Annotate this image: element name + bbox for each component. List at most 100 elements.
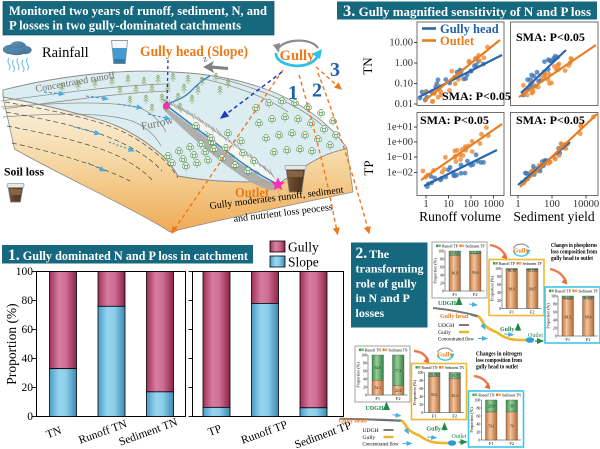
svg-text:F1: F1 <box>432 413 437 418</box>
svg-text:Sediment TN: Sediment TN <box>389 347 409 352</box>
svg-text:80: 80 <box>553 302 557 306</box>
svg-text:Outlet: Outlet <box>452 434 467 440</box>
svg-text:99.6: 99.6 <box>472 271 478 275</box>
svg-text:TN: TN <box>45 424 64 441</box>
svg-text:UDGH: UDGH <box>438 323 454 329</box>
svg-text:99.4: 99.4 <box>585 316 591 320</box>
svg-text:80: 80 <box>477 406 481 410</box>
svg-text:1000: 1000 <box>483 199 504 210</box>
svg-text:40: 40 <box>363 377 367 381</box>
svg-text:Rainfall: Rainfall <box>42 45 89 61</box>
svg-text:Sediment TP: Sediment TP <box>523 261 542 266</box>
svg-text:UDGH: UDGH <box>366 406 384 412</box>
svg-text:P losses in two gully-dominate: P losses in two gully-dominated catchmen… <box>9 19 241 33</box>
svg-text:60: 60 <box>22 324 34 336</box>
svg-text:Outlet: Outlet <box>440 34 475 48</box>
svg-text:0.01: 0.01 <box>395 99 413 110</box>
svg-text:64.9: 64.9 <box>375 366 381 370</box>
svg-text:0: 0 <box>478 438 480 442</box>
svg-text:Slope: Slope <box>288 255 319 270</box>
svg-text:1e+00: 1e+00 <box>387 137 413 148</box>
svg-text:Gully: Gully <box>363 435 376 441</box>
svg-text:SMA: P<0.05: SMA: P<0.05 <box>516 30 585 44</box>
svg-text:Concentrated flow: Concentrated flow <box>363 441 400 448</box>
svg-text:100.7: 100.7 <box>528 288 536 292</box>
svg-text:TP: TP <box>361 160 376 175</box>
svg-text:0.10: 0.10 <box>395 79 413 90</box>
svg-text:Proportion (%): Proportion (%) <box>356 362 361 388</box>
svg-text:SMA: P<0.05: SMA: P<0.05 <box>442 89 511 103</box>
svg-text:1e+01: 1e+01 <box>387 122 413 133</box>
svg-text:Concentrated flow: Concentrated flow <box>438 336 475 343</box>
svg-text:96.9: 96.9 <box>452 272 458 276</box>
svg-text:Gully head: Gully head <box>440 314 469 320</box>
svg-text:99.3: 99.3 <box>565 316 571 320</box>
svg-text:20: 20 <box>497 299 501 303</box>
svg-text:0: 0 <box>442 289 444 293</box>
svg-text:Gully: Gully <box>513 247 529 254</box>
svg-text:96.10: 96.10 <box>508 269 516 273</box>
svg-text:Gully: Gully <box>437 351 453 358</box>
svg-text:Sediment TP: Sediment TP <box>579 288 598 293</box>
svg-text:54.1: 54.1 <box>375 386 381 390</box>
svg-text:0.4: 0.4 <box>473 252 478 256</box>
svg-text:100: 100 <box>463 199 479 210</box>
svg-text:Gully: Gully <box>288 240 319 255</box>
svg-text:60: 60 <box>497 283 501 287</box>
svg-text:F1: F1 <box>509 309 514 314</box>
svg-text:F2: F2 <box>530 309 535 314</box>
svg-text:F1: F1 <box>565 337 570 342</box>
svg-text:3: 3 <box>330 59 340 81</box>
svg-text:0: 0 <box>365 393 367 397</box>
svg-text:1: 1 <box>515 199 520 210</box>
svg-text:60: 60 <box>363 369 367 373</box>
svg-text:Sediment TP: Sediment TP <box>466 243 485 248</box>
svg-text:90.2: 90.2 <box>431 393 437 397</box>
svg-text:0.321: 0.321 <box>584 297 592 301</box>
svg-text:20: 20 <box>477 430 481 434</box>
svg-text:0: 0 <box>27 411 33 423</box>
svg-text:100: 100 <box>475 398 481 402</box>
svg-text:2.The: 2. The <box>356 245 390 262</box>
svg-text:F1: F1 <box>452 292 457 297</box>
svg-text:80: 80 <box>497 275 501 279</box>
svg-text:TP: TP <box>207 423 224 439</box>
svg-text:40: 40 <box>497 291 501 295</box>
svg-text:40: 40 <box>553 318 557 322</box>
svg-text:Outlet: Outlet <box>528 333 543 339</box>
svg-text:60: 60 <box>477 414 481 418</box>
svg-text:F2: F2 <box>452 413 457 418</box>
svg-text:in N and P: in N and P <box>356 291 410 305</box>
svg-text:Runoff TN: Runoff TN <box>365 347 382 352</box>
svg-text:Proportion (%): Proportion (%) <box>433 258 438 284</box>
svg-text:Monitored two years of runoff,: Monitored two years of runoff, sediment,… <box>9 4 267 18</box>
svg-text:transforming: transforming <box>356 262 424 276</box>
svg-text:0.322: 0.322 <box>564 297 572 301</box>
svg-text:Runoff TP: Runoff TP <box>499 261 515 266</box>
svg-text:1. Gully dominated N and P los: 1. Gully dominated N and P loss in catch… <box>8 247 249 264</box>
svg-text:1e−01: 1e−01 <box>387 152 413 163</box>
svg-text:70.1: 70.1 <box>488 425 494 429</box>
svg-text:2: 2 <box>312 80 322 102</box>
svg-text:F2: F2 <box>473 292 478 297</box>
svg-text:70: 70 <box>510 425 514 429</box>
svg-text:Outlet: Outlet <box>235 185 269 200</box>
svg-text:0: 0 <box>555 334 557 338</box>
svg-text:TN: TN <box>360 57 375 75</box>
svg-text:100: 100 <box>438 249 444 253</box>
svg-text:40: 40 <box>22 353 34 365</box>
svg-text:60: 60 <box>553 310 557 314</box>
svg-text:Runoff TP: Runoff TP <box>442 243 458 248</box>
svg-text:84.3: 84.3 <box>452 394 458 398</box>
svg-text:Proportion (%): Proportion (%) <box>412 379 417 405</box>
svg-text:60: 60 <box>440 265 444 269</box>
svg-text:3.02: 3.02 <box>452 252 458 256</box>
svg-text:40: 40 <box>420 395 424 399</box>
svg-text:10000: 10000 <box>573 199 599 210</box>
svg-text:80: 80 <box>420 379 424 383</box>
svg-text:Proportion (%): Proportion (%) <box>490 275 495 301</box>
svg-text:1: 1 <box>423 199 428 210</box>
svg-text:80: 80 <box>440 257 444 261</box>
svg-text:96.255: 96.255 <box>527 269 537 273</box>
